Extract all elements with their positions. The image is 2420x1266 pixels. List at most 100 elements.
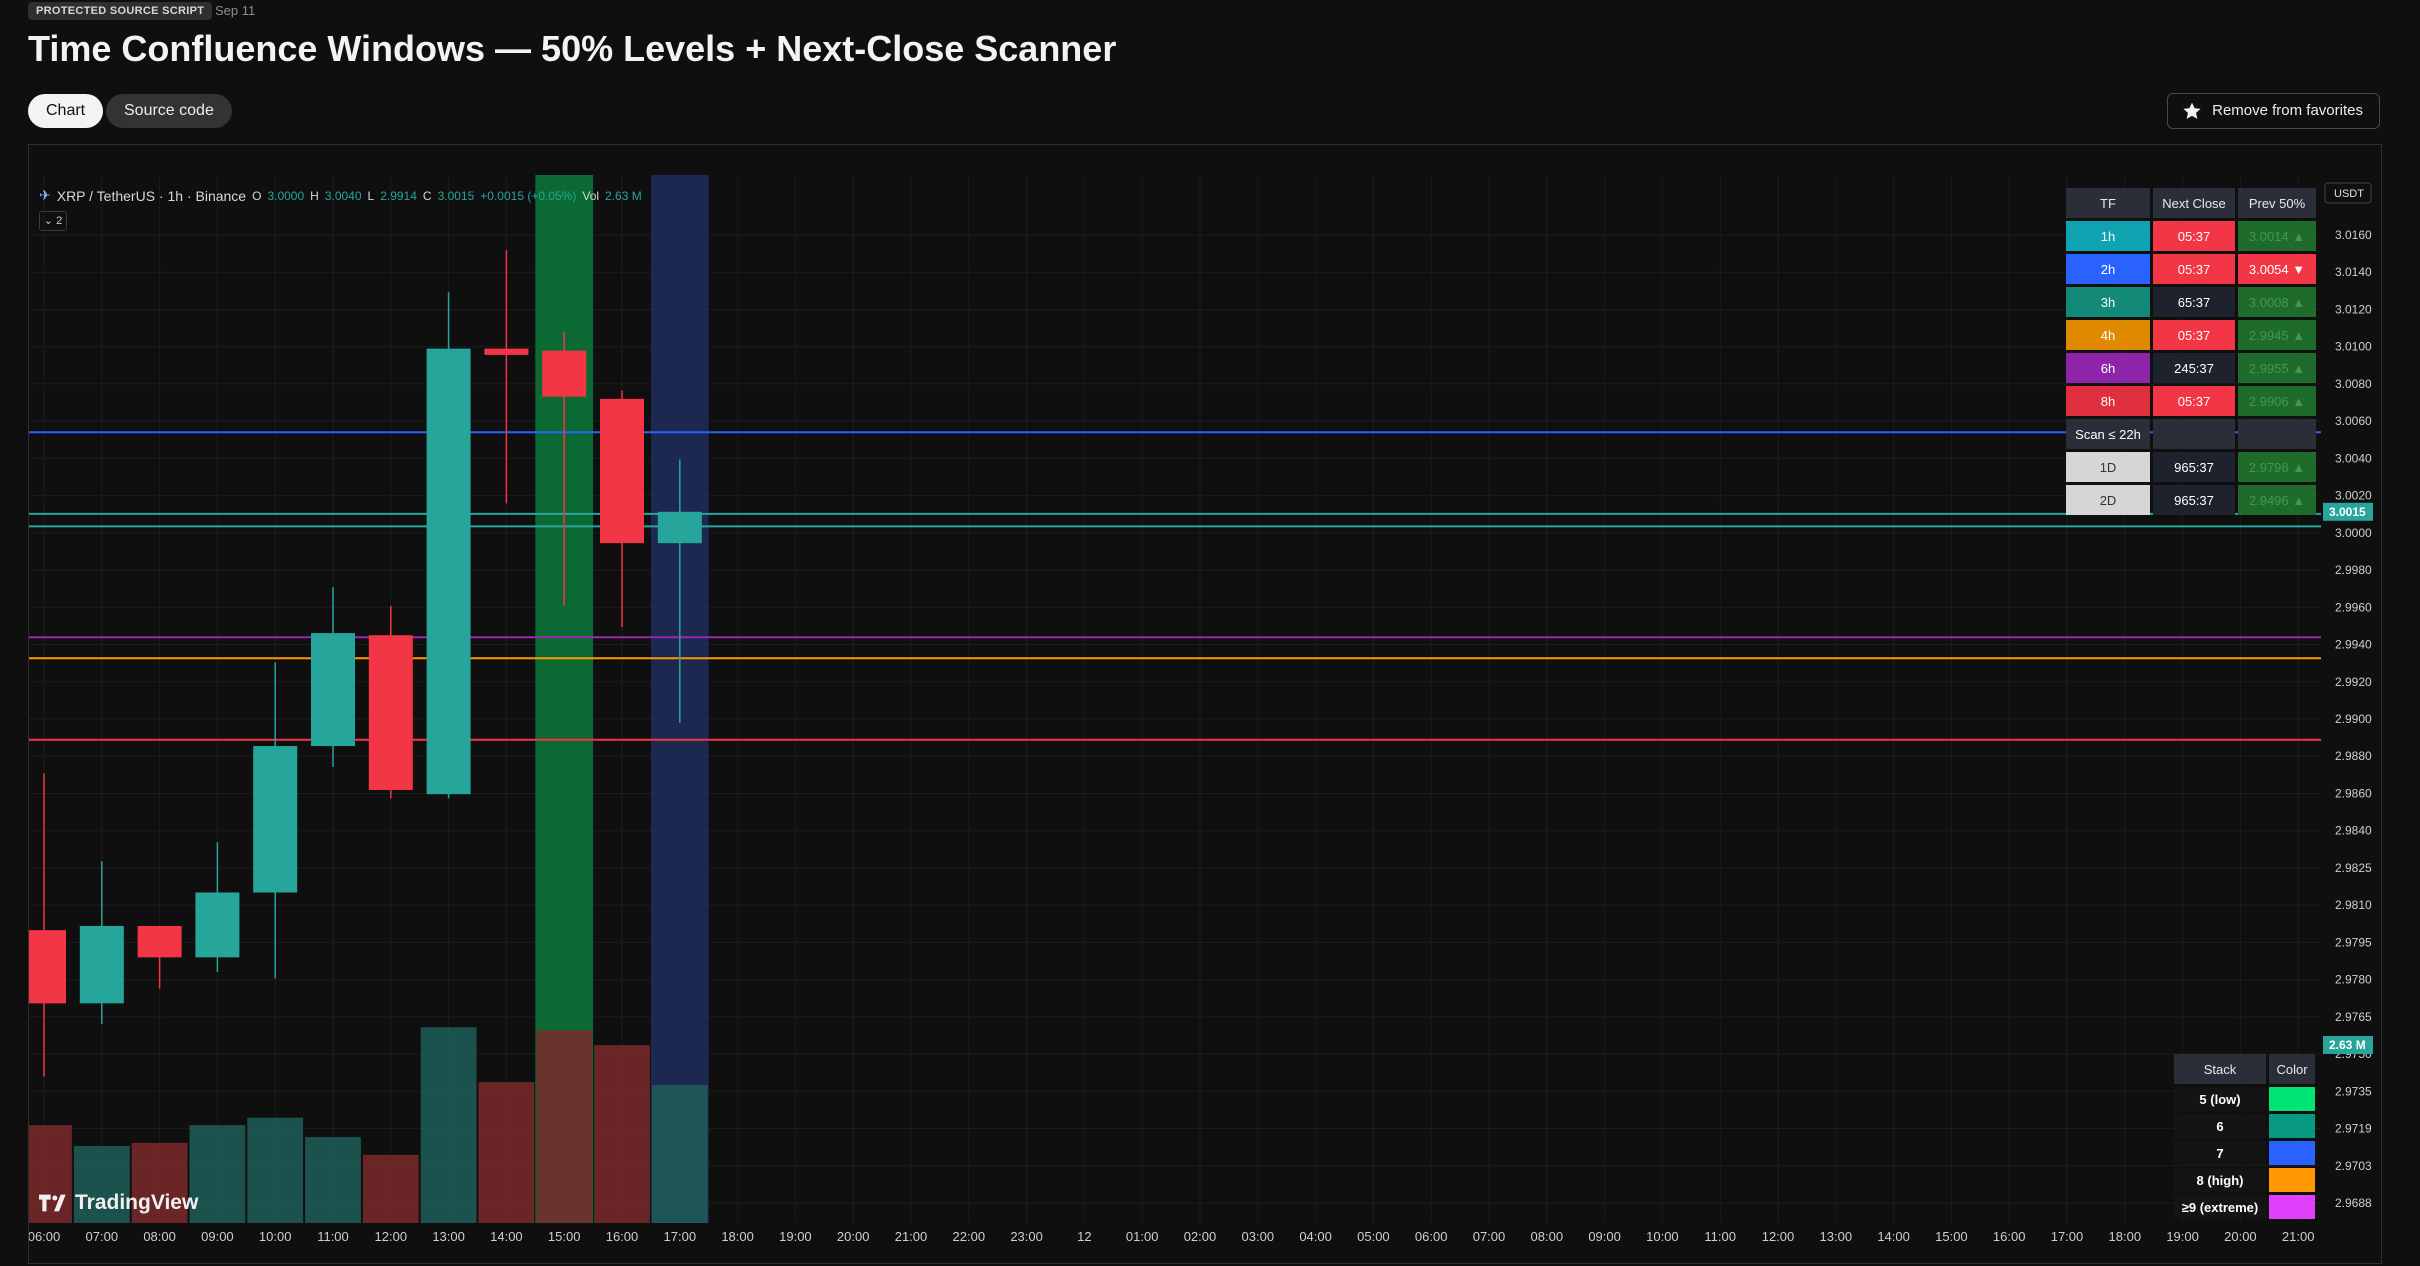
scanner-prev-50-cell [2238,419,2316,449]
time-axis-label: 20:00 [2224,1229,2257,1244]
scanner-prev-50-cell: 3.0054 ▼ [2238,254,2316,284]
scanner-tf-cell: 6h [2066,353,2150,383]
volume-key: Vol [582,188,600,203]
time-axis-label: 20:00 [837,1229,870,1244]
volume-bar [594,1045,650,1223]
next-close-scanner-table: TF Next Close Prev 50% 1h 05:37 3.0014 ▲ 2h… [2063,185,2319,518]
candle-body [195,892,240,958]
remove-from-favorites-button[interactable]: Remove from favorites [2167,93,2380,129]
scanner-next-close-cell: 05:37 [2153,221,2235,251]
time-axis-label: 10:00 [1646,1229,1679,1244]
scanner-tf-cell: 2h [2066,254,2150,284]
time-axis-label: 19:00 [779,1229,812,1244]
price-axis-label: 2.9980 [2335,563,2372,577]
scanner-next-close-cell: 65:37 [2153,287,2235,317]
price-axis-label: 2.9810 [2335,898,2372,912]
price-axis-label: 2.9860 [2335,786,2372,800]
candle-body [368,635,413,790]
price-axis-label: 2.9900 [2335,712,2372,726]
symbol-name[interactable]: XRP / TetherUS · 1h · Binance [56,187,247,204]
scanner-prev-50-cell: 2.9955 ▲ [2238,353,2316,383]
candle-body [484,348,529,355]
candle-body [253,746,298,893]
time-axis-label: 17:00 [664,1229,697,1244]
scanner-header-next-close: Next Close [2153,188,2235,218]
volume-bar [362,1154,419,1223]
price-axis-label: 3.0060 [2335,414,2372,428]
time-axis-label: 07:00 [1473,1229,1506,1244]
scanner-prev-50-cell: 2.9945 ▲ [2238,320,2316,350]
scanner-next-close-cell [2153,419,2235,449]
time-axis-label: 18:00 [721,1229,754,1244]
stack-label: 5 (low) [2174,1087,2266,1111]
stack-color-swatch [2269,1168,2315,1192]
scanner-row: 2h 05:37 3.0054 ▼ [2066,254,2316,284]
time-axis-label: 06:00 [29,1229,60,1244]
indicator-collapse-button[interactable]: ⌄ 2 [39,211,67,231]
time-axis-label: 19:00 [2166,1229,2199,1244]
close-value: 3.0015 [437,188,475,203]
time-axis-label: 09:00 [1588,1229,1621,1244]
scanner-row: 3h 65:37 3.0008 ▲ [2066,287,2316,317]
time-axis-label: 08:00 [143,1229,176,1244]
price-axis-label: 2.9703 [2335,1159,2372,1173]
low-value: 2.9914 [380,188,417,203]
price-axis-label: 3.0020 [2335,489,2372,503]
high-value: 3.0040 [324,188,362,203]
scanner-next-close-cell: 965:37 [2153,485,2235,515]
time-axis-label: 12:00 [1762,1229,1795,1244]
stack-row: 6 [2174,1114,2315,1138]
scanner-row: 1D 965:37 2.9798 ▲ [2066,452,2316,482]
time-axis-label: 13:00 [432,1229,465,1244]
stack-row: 5 (low) [2174,1087,2315,1111]
scanner-row: 4h 05:37 2.9945 ▲ [2066,320,2316,350]
scanner-tf-cell: 3h [2066,287,2150,317]
time-axis-label: 17:00 [2051,1229,2084,1244]
tab-chart[interactable]: Chart [28,94,104,128]
scanner-prev-50-cell: 2.9798 ▲ [2238,452,2316,482]
symbol-icon: ✈ [39,187,51,203]
close-key: C [422,188,432,203]
low-key: L [367,188,375,203]
tradingview-watermark: TradingView [39,1191,198,1215]
volume-bar [536,1030,593,1223]
stack-row: ≥9 (extreme) [2174,1195,2315,1219]
price-axis-label: 3.0120 [2335,302,2372,316]
stack-color-swatch [2269,1114,2315,1138]
scanner-row: Scan ≤ 22h [2066,419,2316,449]
scanner-tf-cell: 8h [2066,386,2150,416]
scanner-prev-50-cell: 2.9906 ▲ [2238,386,2316,416]
scanner-prev-50-cell: 2.9496 ▲ [2238,485,2316,515]
volume-bar [29,1125,72,1223]
scanner-tf-cell: 1D [2066,452,2150,482]
price-axis-label: 3.0160 [2335,228,2372,242]
time-axis-label: 07:00 [86,1229,119,1244]
time-axis-label: 16:00 [606,1229,639,1244]
time-axis-label: 21:00 [2282,1229,2315,1244]
chart-panel[interactable]: 3.0160 3.0140 3.0120 3.0100 3.0080 3.0060 3.00… [28,144,2382,1264]
scanner-row: 6h 245:37 2.9955 ▲ [2066,353,2316,383]
tab-source-code[interactable]: Source code [106,94,232,128]
scanner-tf-cell: 2D [2066,485,2150,515]
volume-bar [73,1145,130,1223]
stack-row: 8 (high) [2174,1168,2315,1192]
time-axis-label: 08:00 [1531,1229,1564,1244]
time-axis-label: 14:00 [1877,1229,1910,1244]
price-axis-label: 2.9780 [2335,973,2372,987]
stack-header-stack: Stack [2174,1054,2266,1084]
scanner-row: 1h 05:37 3.0014 ▲ [2066,221,2316,251]
stack-color-swatch [2269,1195,2315,1219]
candle-body [542,350,587,397]
scanner-prev-50-cell: 3.0008 ▲ [2238,287,2316,317]
price-axis-label: 2.9920 [2335,675,2372,689]
price-chart[interactable]: 3.0160 3.0140 3.0120 3.0100 3.0080 3.0060 3.00… [29,145,2381,1263]
time-axis-label: 12:00 [375,1229,408,1244]
scanner-tf-cell: 1h [2066,221,2150,251]
stack-row: 7 [2174,1141,2315,1165]
volume-bar [478,1082,535,1223]
price-axis-label: 2.9719 [2335,1122,2372,1136]
time-axis-label: 16:00 [1993,1229,2026,1244]
scanner-next-close-cell: 05:37 [2153,320,2235,350]
symbol-legend: ✈ XRP / TetherUS · 1h · Binance O 3.0000 … [39,187,642,204]
scanner-header-prev-50: Prev 50% [2238,188,2316,218]
